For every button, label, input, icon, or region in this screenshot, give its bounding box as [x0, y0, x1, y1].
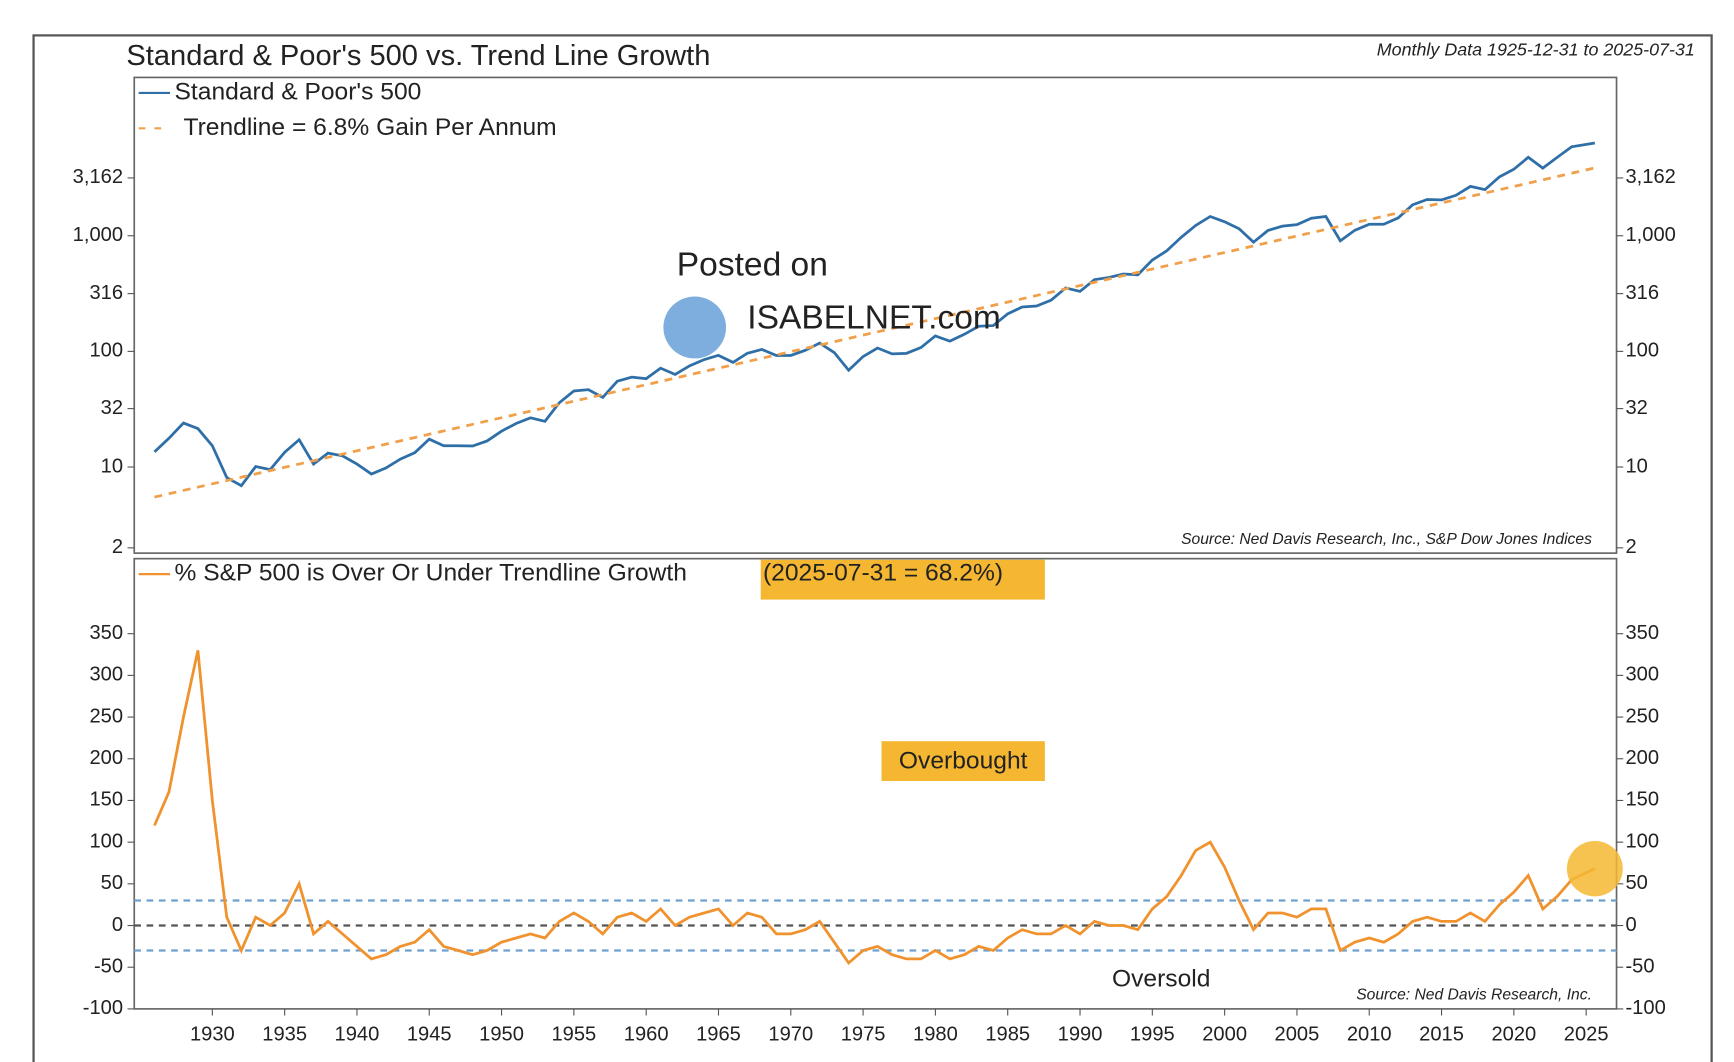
x-tick-label: 2015	[1419, 1024, 1464, 1046]
y-tick-label: -100	[83, 997, 123, 1019]
latest-highlight	[1566, 841, 1623, 897]
y-tick-label: 100	[1625, 340, 1659, 362]
x-tick-label: 2020	[1491, 1024, 1536, 1046]
y-tick-label: 300	[89, 664, 123, 686]
x-tick-label: 1970	[768, 1024, 813, 1046]
x-tick-label: 2010	[1347, 1024, 1392, 1046]
x-tick-label: 2005	[1275, 1024, 1320, 1046]
y-tick-label: 100	[89, 340, 123, 362]
y-tick-label: -50	[94, 956, 123, 978]
annotation: Oversold	[1112, 966, 1210, 993]
y-tick-label: 350	[89, 622, 123, 644]
y-tick-label: 200	[89, 747, 123, 769]
plot-area	[133, 557, 1618, 1010]
y-tick-label: 50	[101, 872, 123, 894]
y-tick-label: 250	[89, 705, 123, 727]
y-tick-label: 316	[1625, 282, 1659, 304]
x-tick-label: 1950	[479, 1024, 524, 1046]
legend-label: Trendline = 6.8% Gain Per Annum	[183, 114, 556, 141]
plot-area	[133, 76, 1618, 554]
y-tick-label: 2	[1625, 536, 1636, 558]
y-tick-label: 200	[1625, 747, 1659, 769]
y-tick-label: -50	[1625, 956, 1654, 978]
x-tick-label: 1965	[696, 1024, 741, 1046]
y-tick-label: 150	[1625, 789, 1659, 811]
legend-label: Standard & Poor's 500	[175, 78, 422, 105]
y-tick-label: 0	[1625, 914, 1636, 936]
y-tick-label: 32	[101, 397, 123, 419]
chart-title: Standard & Poor's 500 vs. Trend Line Gro…	[126, 40, 710, 72]
y-tick-label: 150	[89, 789, 123, 811]
series-line	[153, 650, 1596, 966]
x-tick-label: 1995	[1130, 1024, 1175, 1046]
x-tick-label: 1975	[841, 1024, 886, 1046]
y-tick-label: 316	[89, 282, 123, 304]
x-tick-label: 1945	[407, 1024, 452, 1046]
legend-label: % S&P 500 is Over Or Under Trendline Gro…	[175, 560, 687, 587]
x-tick-label: 1940	[335, 1024, 380, 1046]
x-tick-label: 2025	[1564, 1024, 1609, 1046]
label-highlight	[760, 559, 1045, 600]
y-tick-label: 0	[112, 914, 123, 936]
y-tick-label: -100	[1625, 997, 1665, 1019]
x-tick-label: 1990	[1058, 1024, 1103, 1046]
subtitle: Monthly Data 1925-12-31 to 2025-07-31	[1377, 40, 1695, 60]
latest-value-label: (2025-07-31 = 68.2%)	[763, 560, 1003, 587]
y-tick-label: 2	[112, 536, 123, 558]
y-tick-label: 300	[1625, 664, 1659, 686]
watermark: Posted on	[677, 247, 828, 284]
y-tick-label: 1,000	[73, 224, 123, 246]
x-tick-label: 1930	[190, 1024, 235, 1046]
x-tick-label: 1960	[624, 1024, 669, 1046]
y-tick-label: 3,162	[73, 166, 123, 188]
y-tick-label: 50	[1625, 872, 1647, 894]
x-tick-label: 1985	[985, 1024, 1030, 1046]
source: Source: Ned Davis Research, Inc.	[1356, 987, 1592, 1004]
y-tick-label: 100	[1625, 830, 1659, 852]
x-tick-label: 1980	[913, 1024, 958, 1046]
annotation-highlight	[881, 741, 1045, 782]
x-tick-label: 1935	[262, 1024, 307, 1046]
y-tick-label: 32	[1625, 397, 1647, 419]
frame	[32, 34, 1713, 1062]
y-tick-label: 100	[89, 830, 123, 852]
y-tick-label: 10	[101, 455, 123, 477]
series-line	[153, 141, 1596, 488]
y-tick-label: 3,162	[1625, 166, 1675, 188]
x-tick-label: 1955	[551, 1024, 596, 1046]
x-tick-label: 2000	[1202, 1024, 1247, 1046]
y-tick-label: 250	[1625, 705, 1659, 727]
source: Source: Ned Davis Research, Inc., S&P Do…	[1181, 531, 1592, 548]
watermark: ISABELNET.com	[747, 300, 1001, 337]
y-tick-label: 1,000	[1625, 224, 1675, 246]
watermark-logo	[663, 296, 727, 359]
y-tick-label: 350	[1625, 622, 1659, 644]
y-tick-label: 10	[1625, 455, 1647, 477]
annotation: Overbought	[899, 748, 1028, 775]
